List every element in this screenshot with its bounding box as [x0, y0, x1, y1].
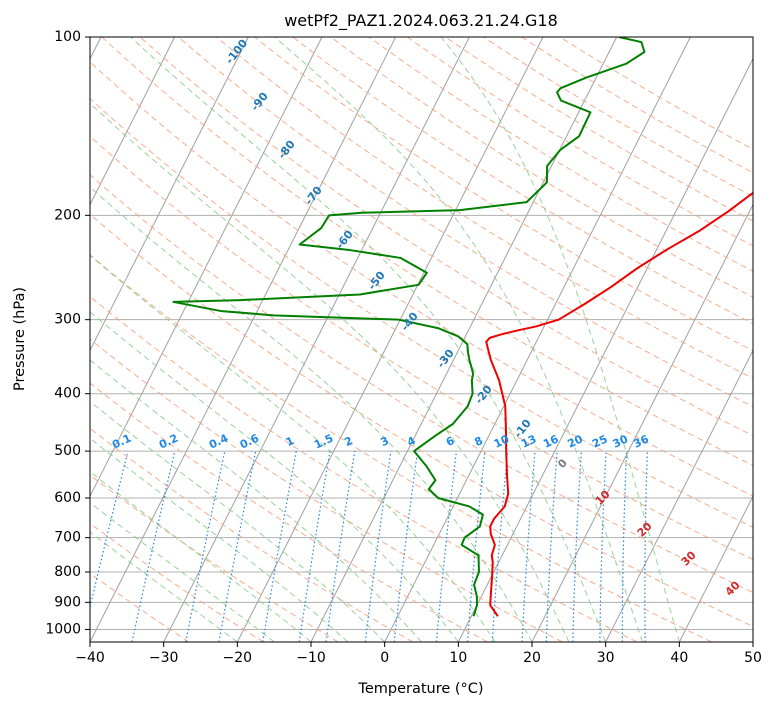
y-tick-label: 1000	[45, 621, 81, 637]
plot-background	[90, 37, 753, 642]
dry-adiabat-line	[90, 427, 414, 642]
moist-adiabat-line	[274, 37, 643, 642]
x-axis-label: Temperature (°C)	[357, 681, 483, 697]
isotherm-line	[457, 57, 753, 642]
isotherm-line	[163, 37, 470, 642]
mixing-ratio-label: 25	[590, 432, 609, 450]
y-tick-label: 300	[54, 312, 81, 328]
x-tick-label: 30	[597, 650, 615, 666]
moist-adiabat-line	[90, 311, 459, 642]
y-tick-label: 800	[54, 564, 81, 580]
dry-adiabat-line	[90, 135, 753, 560]
isotherm-line	[384, 37, 691, 642]
mixing-ratio-line	[131, 450, 176, 642]
temperature-profile-line	[485, 191, 753, 617]
mixing-ratio-line	[393, 451, 419, 642]
dry-adiabat-line	[521, 37, 753, 174]
dry-adiabat-line	[292, 37, 753, 325]
x-axis: −40 −30 −20 −10 0 10 20 30 40 50	[75, 642, 762, 666]
moist-adiabat-line	[440, 37, 680, 642]
y-tick-label: 500	[54, 443, 81, 459]
x-tick-label: 20	[523, 650, 541, 666]
isotherm-line	[90, 37, 397, 642]
moist-adiabat-line	[90, 102, 570, 642]
dry-adiabat-line	[101, 37, 753, 467]
y-tick-label: 200	[54, 207, 81, 223]
dry-adiabat-line	[90, 174, 753, 594]
dry-adiabat-line	[559, 37, 753, 150]
dry-adiabat-line	[330, 37, 753, 298]
x-tick-label: 10	[449, 650, 467, 666]
dry-adiabat-line	[445, 37, 753, 222]
mixing-ratio-line	[364, 451, 392, 642]
y-axis-label: Pressure (hPa)	[12, 287, 28, 391]
x-tick-label: −30	[149, 650, 179, 666]
mixing-ratio-label: 16	[541, 432, 561, 450]
moist-adiabat-line	[90, 531, 238, 642]
x-tick-label: 0	[380, 650, 389, 666]
mixing-ratio-line	[90, 450, 129, 610]
y-tick-label: 600	[54, 490, 81, 506]
dry-adiabat-line	[90, 382, 488, 642]
mixing-ratio-label: 13	[519, 432, 538, 450]
plot-border	[89, 36, 754, 643]
mixing-ratio-label: 30	[611, 432, 631, 450]
mixing-ratio-line	[435, 451, 458, 642]
dry-adiabat-line	[90, 254, 712, 642]
isotherm-line	[678, 495, 753, 642]
y-tick-label: 700	[54, 530, 81, 546]
dry-adiabat-line	[368, 37, 753, 272]
dry-adiabat-line	[406, 37, 753, 247]
moist-adiabat-line	[90, 400, 386, 642]
plot-frame	[89, 36, 754, 643]
mixing-ratio-line	[325, 451, 356, 642]
isotherm-line	[90, 37, 249, 352]
isotherm-line	[605, 349, 753, 642]
x-tick-label: 40	[670, 650, 688, 666]
x-tick-label: −40	[75, 650, 105, 666]
mixing-ratio-label: 10	[492, 432, 512, 450]
dry-adiabat-line	[483, 37, 753, 198]
mixing-ratio-line	[298, 450, 331, 642]
isotherm-line	[90, 37, 176, 206]
mixing-ratio-line	[466, 451, 486, 642]
y-axis: 100 200 300 400 500 600 700 800 900 1000	[45, 29, 90, 637]
chart-title: wetPf2_PAZ1.2024.063.21.24.G18	[284, 11, 558, 31]
dry-adiabat-line	[139, 37, 753, 437]
isotherm-line	[531, 203, 753, 642]
isotherm-line	[90, 37, 323, 498]
x-tick-label: 50	[744, 650, 762, 666]
dry-adiabat-line	[254, 37, 753, 352]
moist-adiabat-line	[90, 471, 312, 642]
isotherm-line	[236, 37, 544, 642]
y-tick-label: 900	[54, 594, 81, 610]
x-tick-label: −10	[296, 650, 326, 666]
dry-adiabat-line	[90, 522, 264, 642]
y-tick-label: 100	[54, 29, 81, 45]
moist-adiabat-line	[130, 37, 607, 642]
plot-area	[90, 37, 753, 642]
x-tick-label: −20	[223, 650, 253, 666]
dry-adiabat-line	[90, 97, 753, 528]
moist-adiabat-line	[90, 186, 533, 642]
dry-adiabat-line	[90, 61, 753, 497]
y-tick-label: 400	[54, 386, 81, 402]
mixing-ratio-label: 20	[565, 432, 585, 450]
mixing-ratio-label: 36	[631, 432, 651, 450]
moist-adiabat-line	[90, 437, 349, 642]
dry-adiabat-line	[90, 295, 638, 642]
mixing-ratio-line	[491, 451, 509, 642]
background-lines	[90, 37, 753, 642]
sounding-profiles	[172, 37, 753, 617]
moist-adiabat-line	[90, 254, 496, 642]
isotherm-line	[752, 640, 753, 642]
dewpoint-profile-line	[172, 37, 646, 617]
